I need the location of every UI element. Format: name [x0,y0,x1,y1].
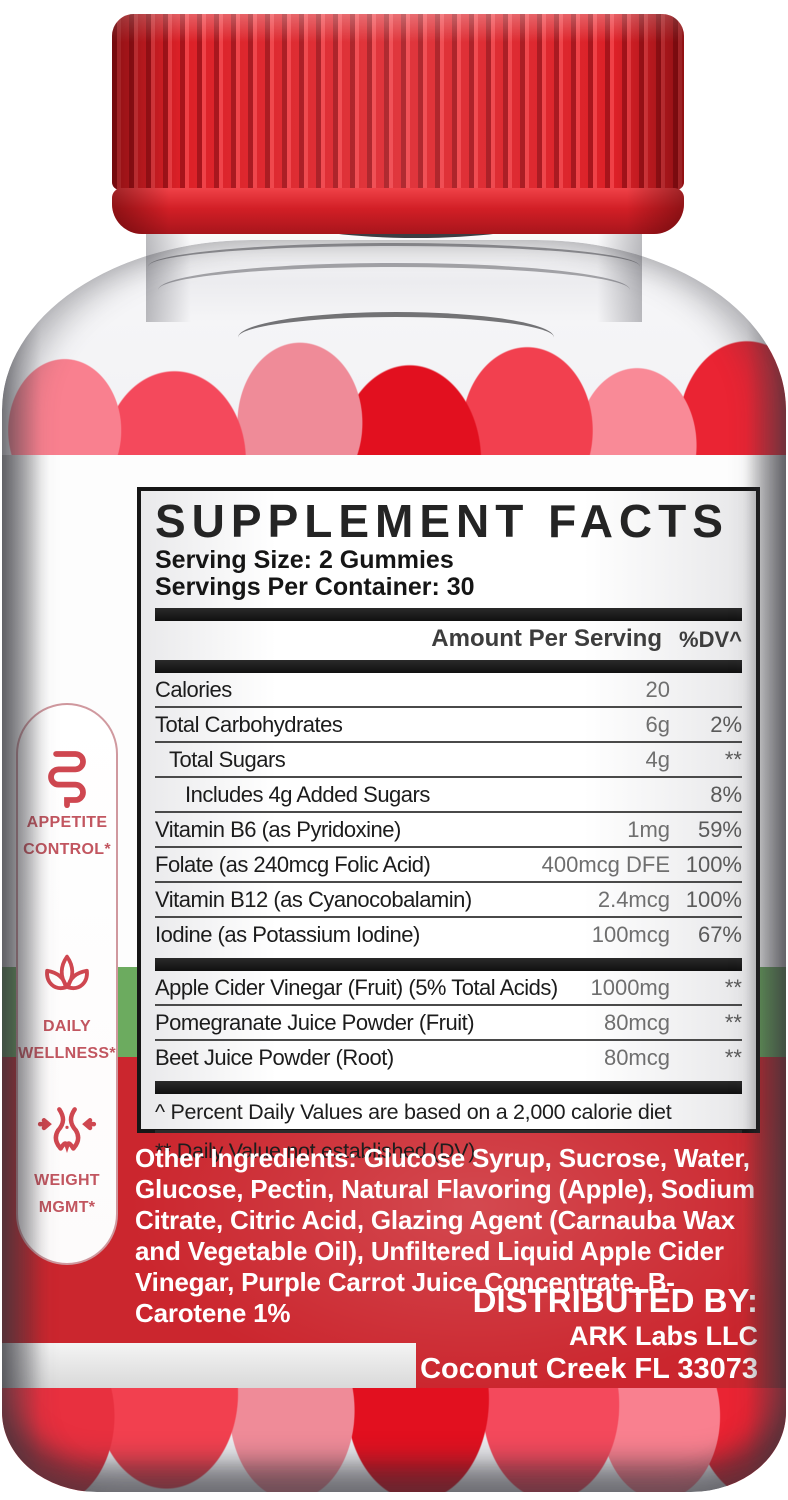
nutrient-name: Vitamin B12 (as Cyanocobalamin) [155,887,472,912]
nutrient-dv: ** [724,1045,742,1070]
nutrient-rows-blend: Apple Cider Vinegar (Fruit) (5% Total Ac… [155,971,742,1074]
column-amount-per-serving: Amount Per Serving [431,625,662,652]
nutrient-dv: 100% [685,887,742,912]
divider-bar [155,660,742,673]
bottle-cap [112,14,684,190]
nutrient-dv: 100% [685,852,742,877]
nutrient-dv: ** [724,747,742,772]
distributor-heading: DISTRIBUTED BY: [472,1282,758,1319]
nutrient-amount: 80mcg [603,1045,670,1070]
other-ingredients-text: Other Ingredients: Glucose Syrup, Sucros… [135,1143,755,1328]
benefit-appetite-control: APPETITE CONTROL* [23,745,111,863]
nutrient-name: Folate (as 240mcg Folic Acid) [155,852,431,877]
distributor-block: DISTRIBUTED BY: ARK Labs LLC Coconut Cre… [420,1281,758,1386]
nutrient-dv: 59% [697,817,742,842]
benefit-label: CONTROL* [23,841,111,858]
nutrient-amount: 400mcg DFE [541,852,670,877]
nutrient-dv: ** [724,975,742,1000]
benefits-sidebar: APPETITE CONTROL* DAILY WELLNESS* [16,703,118,1265]
nutrient-name: Total Carbohydrates [155,712,343,737]
nutrient-name: Includes 4g Added Sugars [185,782,430,807]
distributor-address: Coconut Creek FL 33073 [420,1353,758,1385]
nutrient-name: Apple Cider Vinegar (Fruit) (5% Total Ac… [155,975,558,1000]
nutrient-dv: 2% [710,712,742,737]
waist-icon [37,1107,97,1153]
footnote-not-established: ** Daily Value not established (DV) [155,1130,742,1169]
nutrient-name: Vitamin B6 (as Pyridoxine) [155,817,401,842]
nutrient-amount: 80mcg [603,1010,670,1035]
supplement-facts-panel: SUPPLEMENT FACTS Serving Size: 2 Gummies… [137,487,760,1163]
panel-title: SUPPLEMENT FACTS [155,495,729,547]
nutrient-row: Folate (as 240mcg Folic Acid) 400mcg DFE 1… [155,848,742,883]
nutrient-name: Calories [155,677,232,702]
benefit-label: WEIGHT [34,1172,100,1189]
serving-size: Serving Size: 2 Gummies [155,546,454,574]
nutrient-amount: 2.4mcg [597,887,670,912]
nutrient-row: Iodine (as Potassium Iodine) 100mcg 67% [155,918,742,951]
nutrient-rows-main: Calories 20 Total Carbohydrates 6g 2% Total S… [155,673,742,951]
nutrient-amount: 20 [645,677,670,702]
nutrient-amount: 1mg [627,817,670,842]
benefit-label: DAILY [42,1018,91,1035]
nutrient-dv: 8% [710,782,742,807]
nutrient-row: Total Carbohydrates 6g 2% [155,708,742,743]
benefit-daily-wellness: DAILY WELLNESS* [18,949,116,1067]
nutrient-name: Beet Juice Powder (Root) [155,1045,394,1070]
nutrient-row: Includes 4g Added Sugars 8% [155,778,742,813]
distributor-name: ARK Labs LLC [569,1321,758,1351]
nutrient-dv: ** [724,1010,742,1035]
lotus-icon [45,954,89,990]
divider-bar [155,608,742,621]
nutrient-name: Iodine (as Potassium Iodine) [155,922,420,947]
servings-per-container: Servings Per Container: 30 [155,573,475,601]
nutrient-name: Total Sugars [169,747,286,772]
benefit-label: WELLNESS* [18,1045,116,1062]
nutrient-amount: 6g [645,712,670,737]
benefit-weight-mgmt: WEIGHT MGMT* [34,1103,100,1221]
bottle-cap-skirt [112,188,684,234]
bottle-mouth-ring [238,312,554,363]
nutrient-name: Pomegranate Juice Powder (Fruit) [155,1010,475,1035]
footnote-percent-dv: ^ Percent Daily Values are based on a 2,… [155,1100,672,1124]
nutrient-row: Calories 20 [155,673,742,708]
benefit-label: MGMT* [38,1199,96,1216]
label: SUPPLEMENT FACTS Serving Size: 2 Gummies… [2,455,786,1388]
nutrient-row: Total Sugars 4g ** [155,743,742,778]
nutrient-row: Apple Cider Vinegar (Fruit) (5% Total Ac… [155,971,742,1006]
nutrient-row: Pomegranate Juice Powder (Fruit) 80mcg ** [155,1006,742,1041]
nutrient-amount: 1000mg [590,975,670,1000]
nutrient-amount: 4g [645,747,670,772]
benefit-label: APPETITE [26,814,108,831]
divider-bar [155,1081,742,1094]
bottle-neck-ring [158,263,630,317]
intestines-icon [48,751,86,809]
nutrient-row: Vitamin B12 (as Cyanocobalamin) 2.4mcg 100… [155,883,742,918]
nutrient-amount: 100mcg [591,922,670,947]
nutrient-row: Vitamin B6 (as Pyridoxine) 1mg 59% [155,813,742,848]
label-edge-stripe [2,1343,416,1388]
divider-bar [155,958,742,971]
nutrient-dv: 67% [697,922,742,947]
gummies-bottom [2,1382,786,1492]
bottle-neck-ring [148,243,640,290]
table-header: Amount Per Serving %DV^ [155,621,742,653]
bottle-body: SUPPLEMENT FACTS Serving Size: 2 Gummies… [2,240,786,1492]
column-percent-dv: %DV^ [679,627,742,652]
nutrient-row: Beet Juice Powder (Root) 80mcg ** [155,1041,742,1074]
